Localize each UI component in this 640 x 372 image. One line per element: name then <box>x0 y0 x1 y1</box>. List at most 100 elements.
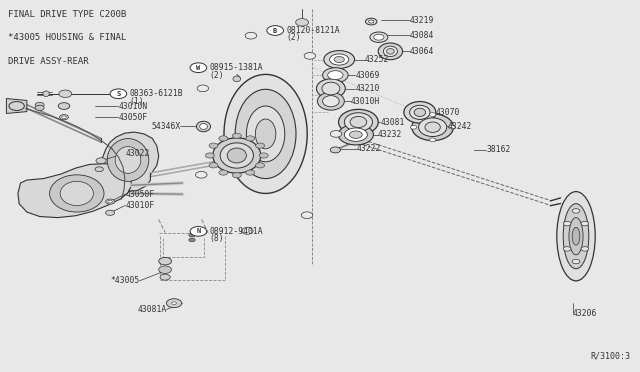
Ellipse shape <box>61 116 67 118</box>
Text: S: S <box>116 91 120 97</box>
Text: 43232: 43232 <box>378 130 402 139</box>
Circle shape <box>35 102 44 108</box>
Ellipse shape <box>339 109 378 135</box>
Text: (2): (2) <box>286 33 301 42</box>
Circle shape <box>166 299 182 308</box>
Circle shape <box>301 212 313 218</box>
Circle shape <box>96 158 106 164</box>
Circle shape <box>330 131 342 137</box>
Ellipse shape <box>159 266 172 273</box>
Ellipse shape <box>235 89 296 179</box>
Ellipse shape <box>107 139 149 182</box>
Circle shape <box>242 228 253 234</box>
Text: 43010H: 43010H <box>351 97 380 106</box>
Ellipse shape <box>160 274 170 280</box>
Text: B: B <box>273 28 277 33</box>
Text: 43084: 43084 <box>410 31 434 40</box>
Ellipse shape <box>323 68 348 83</box>
Circle shape <box>232 133 241 138</box>
Circle shape <box>304 52 316 59</box>
Polygon shape <box>101 132 159 192</box>
Text: (8): (8) <box>209 234 224 243</box>
Circle shape <box>59 90 72 97</box>
Ellipse shape <box>349 131 362 138</box>
Circle shape <box>219 170 228 175</box>
Ellipse shape <box>563 204 589 269</box>
Ellipse shape <box>569 218 583 255</box>
Ellipse shape <box>50 175 104 212</box>
Text: 43022: 43022 <box>125 149 150 158</box>
Ellipse shape <box>43 91 49 97</box>
Ellipse shape <box>365 18 377 25</box>
Text: 43050F: 43050F <box>118 113 148 122</box>
Text: 43219: 43219 <box>410 16 434 25</box>
Circle shape <box>429 138 436 142</box>
Text: 38162: 38162 <box>486 145 511 154</box>
Circle shape <box>563 247 571 251</box>
Ellipse shape <box>344 113 372 131</box>
Circle shape <box>563 221 571 226</box>
Circle shape <box>572 209 580 213</box>
Ellipse shape <box>419 118 447 137</box>
Ellipse shape <box>317 79 346 98</box>
Ellipse shape <box>334 57 344 62</box>
Circle shape <box>106 210 115 215</box>
Ellipse shape <box>374 34 384 40</box>
Circle shape <box>9 102 24 110</box>
Ellipse shape <box>60 182 93 205</box>
Ellipse shape <box>224 74 307 193</box>
Text: 43081A: 43081A <box>137 305 166 314</box>
Circle shape <box>209 163 218 168</box>
Text: 43010N: 43010N <box>118 102 148 110</box>
Text: 43222: 43222 <box>357 144 381 153</box>
Circle shape <box>255 163 264 168</box>
Ellipse shape <box>369 20 374 23</box>
Ellipse shape <box>212 138 261 173</box>
Ellipse shape <box>383 46 397 57</box>
Ellipse shape <box>95 167 104 172</box>
Text: 43210: 43210 <box>355 84 380 93</box>
Ellipse shape <box>412 114 454 141</box>
Circle shape <box>296 19 308 26</box>
Circle shape <box>189 233 195 237</box>
Text: 43252: 43252 <box>365 55 389 64</box>
Circle shape <box>245 32 257 39</box>
Ellipse shape <box>220 143 253 168</box>
Circle shape <box>209 143 218 148</box>
Text: R/3100:3: R/3100:3 <box>590 351 630 360</box>
Circle shape <box>246 170 255 175</box>
Text: 43064: 43064 <box>410 47 434 56</box>
Circle shape <box>190 227 207 236</box>
Text: 43069: 43069 <box>355 71 380 80</box>
Ellipse shape <box>200 124 207 129</box>
Ellipse shape <box>172 302 177 304</box>
Text: 54346X: 54346X <box>151 122 180 131</box>
Text: *43005 HOUSING & FINAL: *43005 HOUSING & FINAL <box>8 33 126 42</box>
Ellipse shape <box>227 148 246 163</box>
Ellipse shape <box>350 116 367 128</box>
Polygon shape <box>6 99 27 113</box>
Circle shape <box>58 103 70 109</box>
Circle shape <box>255 143 264 148</box>
Text: 08915-1381A: 08915-1381A <box>209 63 263 72</box>
Text: 43050F: 43050F <box>125 190 155 199</box>
Circle shape <box>189 238 195 242</box>
Ellipse shape <box>108 200 113 203</box>
Circle shape <box>581 221 589 226</box>
Ellipse shape <box>323 96 339 107</box>
Circle shape <box>267 26 284 35</box>
Circle shape <box>190 63 207 73</box>
Ellipse shape <box>246 106 285 162</box>
Ellipse shape <box>233 76 241 82</box>
Ellipse shape <box>324 51 355 68</box>
Ellipse shape <box>370 32 388 42</box>
Ellipse shape <box>378 43 403 60</box>
Circle shape <box>429 113 436 116</box>
Text: 43070: 43070 <box>435 108 460 117</box>
Circle shape <box>259 153 268 158</box>
Ellipse shape <box>255 119 276 149</box>
Polygon shape <box>18 164 131 218</box>
Circle shape <box>205 153 214 158</box>
Text: 08912-9401A: 08912-9401A <box>209 227 263 236</box>
Ellipse shape <box>115 147 141 173</box>
